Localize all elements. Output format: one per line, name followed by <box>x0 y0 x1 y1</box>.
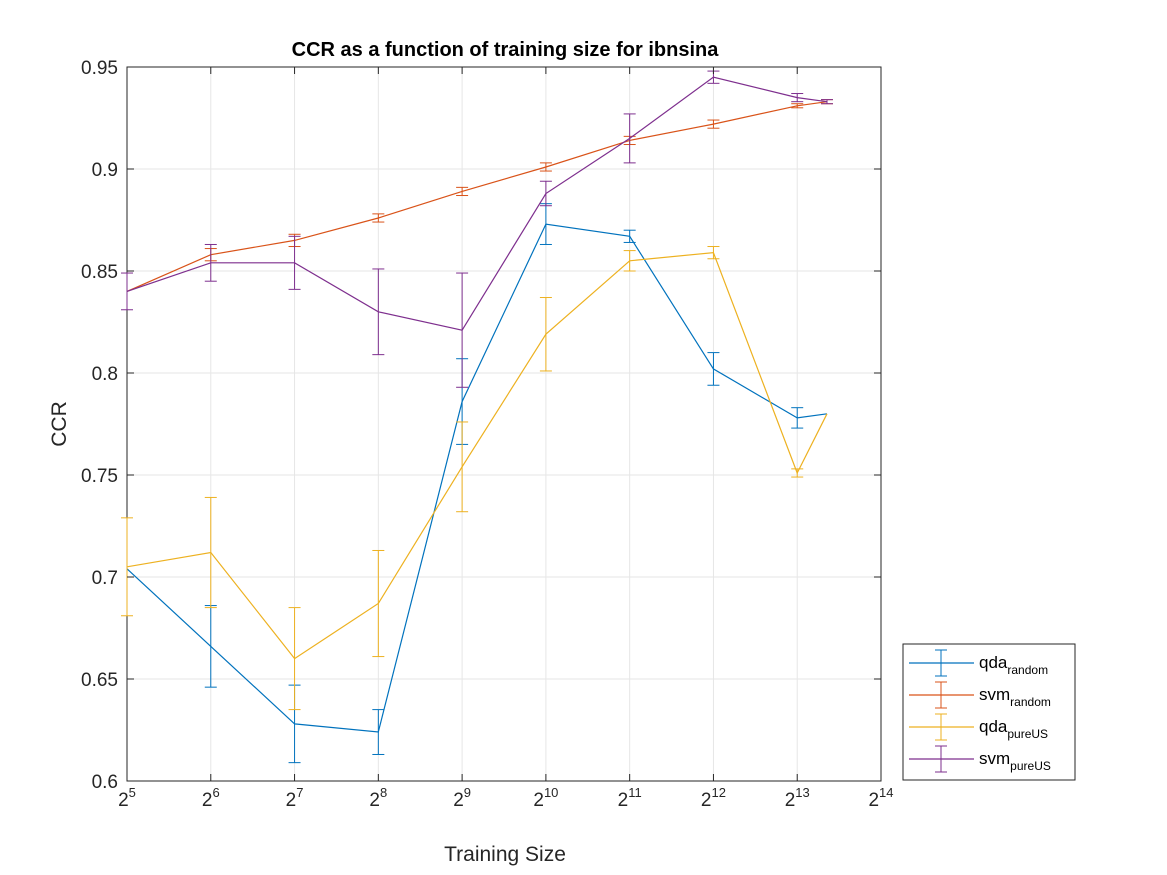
legend-label: qdapureUS <box>979 717 1048 741</box>
series-line <box>126 76 828 331</box>
series-qda-random <box>126 203 828 764</box>
x-tick-label: 29 <box>453 785 471 811</box>
axes-frame <box>126 66 882 782</box>
y-tick-label: 0.75 <box>81 466 118 487</box>
y-axis-label: CCR <box>48 401 71 447</box>
legend-entry: qdarandom <box>909 649 1048 677</box>
y-tick-label: 0.9 <box>92 160 118 181</box>
chart-title: CCR as a function of training size for i… <box>292 39 720 61</box>
x-tick-label: 25 <box>118 785 136 811</box>
series-line <box>126 101 828 292</box>
series-line <box>126 223 828 733</box>
legend-label: qdarandom <box>979 653 1048 677</box>
legend: qdarandom svmrandom qdapureUS svmpureUS <box>902 643 1076 781</box>
legend-box <box>902 643 1076 781</box>
legend-label: svmpureUS <box>979 749 1051 773</box>
x-tick-label: 213 <box>785 785 810 811</box>
series-qda-pureUS <box>121 246 828 711</box>
legend-entry: svmrandom <box>909 681 1051 709</box>
x-axis-label: Training Size <box>444 843 566 866</box>
x-tick-label: 28 <box>369 785 387 811</box>
y-tick-label: 0.8 <box>92 364 118 385</box>
legend-label: svmrandom <box>979 685 1051 709</box>
series-layer <box>121 70 833 764</box>
x-tick-label: 214 <box>868 785 893 811</box>
x-tick-label: 210 <box>533 785 558 811</box>
y-tick-label: 0.7 <box>92 568 118 589</box>
plot-area <box>127 67 881 781</box>
y-tick-label: 0.65 <box>81 670 118 691</box>
x-tick-label: 27 <box>286 785 304 811</box>
axes-box <box>126 66 882 782</box>
y-tick-label: 0.95 <box>81 58 118 79</box>
x-tick-label: 212 <box>701 785 726 811</box>
x-tick-label: 211 <box>618 785 642 811</box>
legend-entry: svmpureUS <box>909 745 1051 773</box>
y-tick-label: 0.6 <box>92 772 118 793</box>
series-svm-pureUS <box>121 70 833 388</box>
series-line <box>126 251 828 660</box>
legend-entry: qdapureUS <box>909 713 1048 741</box>
x-tick-label: 26 <box>202 785 220 811</box>
y-tick-label: 0.85 <box>81 262 118 283</box>
ticks-layer: 25 26 27 28 29 210 211 212 213 214 0.6 0.65 0.7 0.75 0… <box>81 58 894 811</box>
